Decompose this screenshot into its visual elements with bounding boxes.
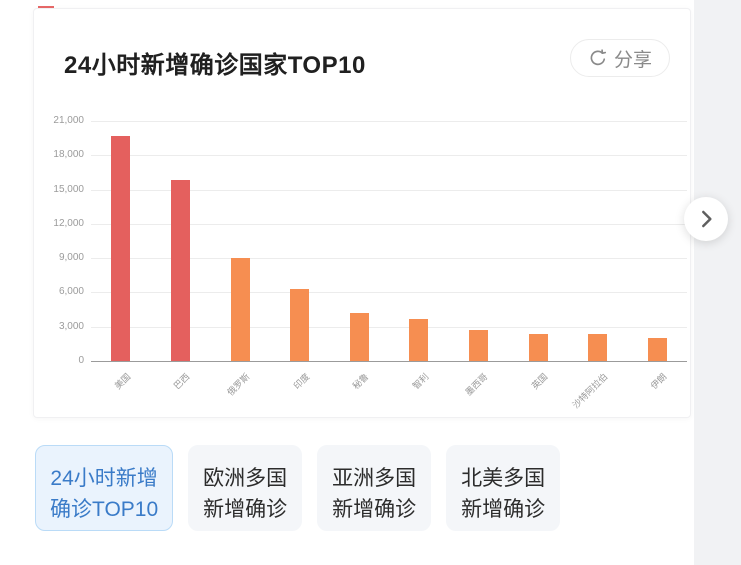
x-axis-label-7: 英国	[529, 371, 550, 392]
y-axis-tick-label: 6,000	[58, 286, 84, 298]
share-button[interactable]: 分享	[570, 39, 670, 77]
x-axis-label-4: 秘鲁	[350, 371, 371, 392]
tab-label-line2: 新增确诊	[203, 497, 288, 521]
carousel-next-slide-peek	[694, 0, 741, 565]
chart-bar-5[interactable]	[409, 318, 429, 361]
y-axis-tick-label: 3,000	[58, 320, 84, 332]
tab-label-line2: 新增确诊	[332, 497, 417, 521]
x-axis-line	[91, 361, 687, 362]
gridline	[91, 292, 687, 294]
gridline	[91, 326, 687, 328]
x-axis-label-6: 墨西哥	[463, 371, 490, 398]
chart-bar-4[interactable]	[349, 313, 369, 361]
chart-bar-8[interactable]	[588, 333, 608, 361]
x-axis-label-3: 印度	[291, 371, 312, 392]
chart-title: 24小时新增确诊国家TOP10	[64, 52, 366, 79]
share-icon	[588, 48, 608, 68]
y-axis-tick-label: 12,000	[53, 217, 84, 229]
tab-asia-new-confirmed[interactable]: 亚洲多国 新增确诊	[317, 445, 432, 531]
gridline	[91, 223, 687, 225]
y-axis-tick-label: 21,000	[53, 115, 84, 126]
x-axis-label-1: 巴西	[172, 371, 192, 392]
chart-bar-7[interactable]	[528, 333, 548, 361]
decoration-red-dash	[38, 6, 54, 9]
tab-bar: 24小时新增 确诊TOP10 欧洲多国 新增确诊 亚洲多国 新增确诊 北美多国 新增确诊	[35, 445, 561, 531]
tab-label-line1: 欧洲多国	[203, 466, 288, 490]
tab-north-america-new-confirmed[interactable]: 北美多国 新增确诊	[446, 445, 561, 531]
gridline	[91, 189, 687, 191]
y-axis-tick-label: 9,000	[58, 252, 84, 264]
tab-europe-new-confirmed[interactable]: 欧洲多国 新增确诊	[188, 445, 303, 531]
chart-bar-0[interactable]	[111, 135, 131, 361]
y-axis-tick-label: 18,000	[53, 149, 84, 161]
tab-label-line2: 确诊TOP10	[50, 497, 159, 521]
x-axis-label-9: 伊朗	[648, 371, 669, 392]
tab-24h-new-top10[interactable]: 24小时新增 确诊TOP10	[35, 445, 174, 531]
x-axis-label-0: 美国	[112, 371, 133, 392]
chart-bar-9[interactable]	[647, 338, 667, 361]
chart-bar-2[interactable]	[230, 258, 250, 361]
gridline	[91, 155, 687, 157]
chart-bar-3[interactable]	[290, 289, 310, 361]
y-axis-tick-label: 15,000	[53, 183, 84, 195]
x-axis-label-2: 俄罗斯	[225, 371, 252, 398]
carousel-next-button[interactable]	[684, 197, 728, 241]
x-axis-label-5: 智利	[410, 371, 431, 392]
bar-chart: 0 3,000 6,000 9,000 12,000 15,000 18,000 21,000…	[34, 9, 692, 419]
tab-label-line1: 北美多国	[461, 466, 546, 490]
chart-card: 24小时新增确诊国家TOP10 分享 0 3,000 6,000 9,000 12,00…	[33, 8, 691, 418]
tab-label-line1: 亚洲多国	[332, 466, 417, 490]
x-axis-label-8: 沙特阿拉伯	[570, 371, 610, 411]
chart-bar-6[interactable]	[468, 330, 488, 361]
y-axis-tick-label: 0	[78, 355, 84, 366]
tab-label-line2: 新增确诊	[461, 497, 546, 521]
tab-label-line1: 24小时新增	[50, 466, 158, 490]
gridline	[91, 121, 687, 122]
chevron-right-icon	[693, 206, 719, 232]
chart-bar-1[interactable]	[170, 180, 190, 361]
share-label: 分享	[613, 49, 652, 71]
gridline	[91, 258, 687, 260]
